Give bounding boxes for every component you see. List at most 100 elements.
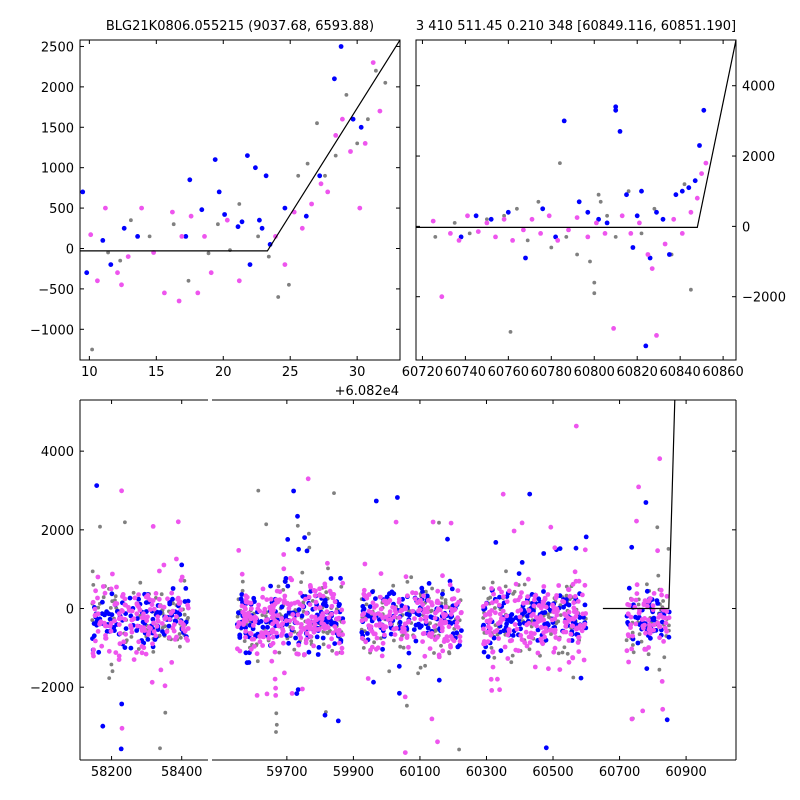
- x-tick-label: 15: [148, 365, 165, 380]
- y-tick-label: 2500: [41, 40, 74, 55]
- data-point: [301, 627, 307, 632]
- data-point: [339, 584, 344, 589]
- data-point: [493, 606, 497, 610]
- data-point: [646, 617, 651, 623]
- data-point: [364, 602, 369, 607]
- data-point: [664, 717, 670, 723]
- data-point: [336, 640, 342, 646]
- data-point: [163, 710, 168, 715]
- data-point: [249, 636, 255, 642]
- data-point: [125, 254, 131, 259]
- data-point: [439, 643, 443, 648]
- data-point: [699, 171, 704, 177]
- data-point: [171, 222, 176, 227]
- data-point: [309, 201, 314, 207]
- data-point: [92, 606, 98, 612]
- data-point: [553, 234, 558, 240]
- data-point: [521, 227, 526, 233]
- data-point: [182, 612, 187, 617]
- data-point: [378, 571, 384, 576]
- data-point: [435, 739, 440, 745]
- data-point: [299, 622, 304, 627]
- data-point: [563, 629, 569, 635]
- data-point: [285, 601, 290, 607]
- data-point: [303, 213, 309, 219]
- data-point: [136, 596, 142, 602]
- data-point: [588, 259, 592, 264]
- data-point: [561, 604, 566, 610]
- data-point: [239, 592, 245, 597]
- data-point: [577, 623, 583, 628]
- data-point: [235, 614, 240, 619]
- data-point: [656, 615, 661, 620]
- data-point: [485, 217, 489, 222]
- data-point: [611, 326, 616, 331]
- data-point: [583, 534, 589, 540]
- data-point: [633, 597, 639, 603]
- data-point: [154, 596, 158, 600]
- data-point: [263, 618, 269, 623]
- data-point: [283, 614, 288, 620]
- data-point: [534, 623, 539, 629]
- data-point: [646, 627, 652, 633]
- data-point: [639, 639, 644, 644]
- data-point: [498, 648, 504, 654]
- data-point: [90, 599, 96, 605]
- data-point: [136, 639, 142, 645]
- data-point: [662, 625, 668, 631]
- data-point: [445, 536, 450, 542]
- data-point: [114, 584, 119, 590]
- data-point: [167, 599, 173, 605]
- data-point: [387, 669, 392, 674]
- data-point: [247, 622, 253, 628]
- data-point: [504, 599, 510, 604]
- data-point: [268, 596, 274, 602]
- data-point: [448, 231, 453, 236]
- data-point: [629, 597, 635, 602]
- data-point: [557, 667, 563, 672]
- data-point: [161, 604, 167, 610]
- data-point: [510, 633, 516, 638]
- data-point: [542, 634, 547, 640]
- data-point: [242, 611, 248, 617]
- data-point: [303, 596, 308, 602]
- x-tick-label: 60100: [399, 765, 440, 780]
- data-point: [493, 540, 499, 545]
- data-point: [496, 602, 502, 608]
- data-point: [366, 117, 370, 122]
- data-point: [134, 601, 140, 607]
- data-point: [512, 622, 518, 627]
- data-point: [446, 624, 452, 630]
- y-tick-label: 0: [742, 220, 750, 235]
- data-point: [338, 575, 343, 581]
- data-point: [508, 330, 513, 334]
- data-point: [513, 581, 519, 587]
- data-point: [100, 599, 105, 605]
- data-point: [425, 598, 431, 603]
- data-point: [134, 650, 139, 655]
- data-point: [566, 638, 572, 643]
- data-point: [439, 294, 445, 300]
- data-point: [326, 644, 332, 649]
- data-point: [309, 639, 314, 643]
- data-point: [247, 262, 253, 267]
- data-point: [174, 614, 179, 619]
- data-point: [100, 238, 106, 243]
- data-point: [427, 646, 433, 651]
- y-tick-label: 0: [66, 242, 74, 257]
- data-point: [547, 627, 553, 633]
- data-point: [482, 612, 488, 618]
- data-point: [164, 629, 170, 634]
- data-point: [178, 577, 184, 583]
- data-point: [513, 615, 519, 621]
- data-point: [645, 598, 650, 604]
- data-point: [236, 610, 241, 615]
- data-point: [486, 596, 491, 601]
- plot-area: [90, 400, 676, 755]
- data-point: [368, 624, 374, 630]
- data-point: [527, 491, 533, 497]
- data-point: [274, 722, 279, 727]
- data-point: [619, 213, 625, 219]
- data-point: [380, 646, 385, 652]
- data-point: [395, 495, 400, 500]
